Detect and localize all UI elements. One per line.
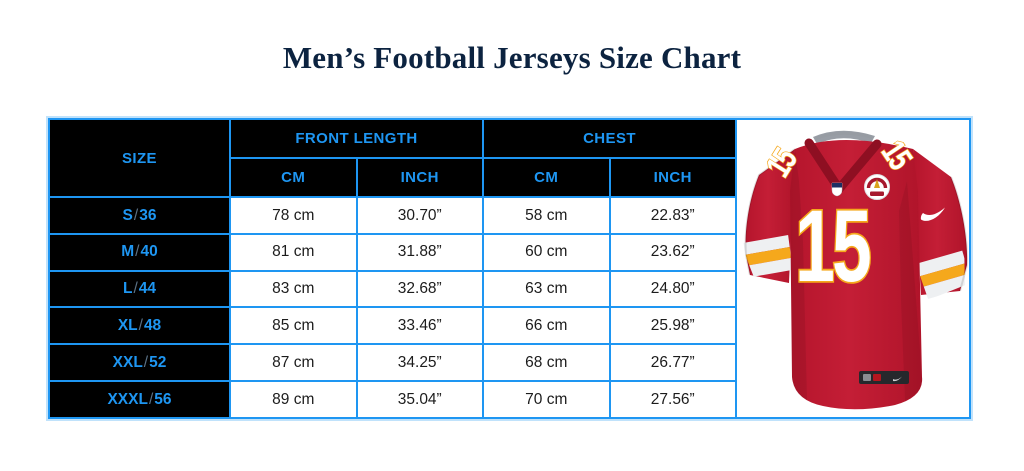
size-number: 36 (139, 206, 157, 224)
table-cell: 24.80” (610, 271, 735, 307)
size-label: S/36 (50, 198, 229, 233)
table-cell: 89 cm (231, 382, 356, 417)
jersey-illustration: 15 15 (737, 130, 969, 410)
size-number: 48 (143, 317, 162, 335)
table-cell: 30.70” (357, 198, 482, 233)
size-number: 56 (154, 390, 172, 408)
table-cell: 81 cm (231, 234, 356, 270)
table-cell: 60 cm (484, 234, 609, 270)
left-shade (790, 149, 807, 400)
size-number: 40 (140, 243, 158, 261)
table-cell: 78 cm (231, 198, 356, 233)
table-cell: 25.98” (610, 308, 735, 344)
jersey-body (790, 140, 923, 410)
size-label: XXL/52 (50, 345, 229, 381)
collar-top-tape (815, 131, 873, 140)
nfl-shield-icon (831, 182, 843, 197)
unit-header-front-inch: INCH (357, 159, 482, 196)
size-label: L/44 (50, 271, 229, 307)
size-separator: / (138, 317, 143, 335)
size-separator: / (143, 353, 149, 371)
table-cell: 87 cm (231, 345, 356, 381)
size-chart: SIZE FRONT LENGTH CHEST CM INCH CM INCH … (48, 118, 971, 419)
size-letters: L (122, 280, 133, 298)
table-cell: 85 cm (231, 308, 356, 344)
table-cell: 31.88” (357, 234, 482, 270)
super-bowl-patch-icon (864, 174, 890, 200)
size-letters: XL (117, 317, 138, 335)
size-label: M/40 (50, 234, 229, 270)
size-separator: / (135, 243, 140, 261)
chest-number: 15 (795, 188, 870, 303)
table-cell: 66 cm (484, 308, 609, 344)
nike-swoosh-icon (920, 207, 945, 221)
table-cell: 23.62” (610, 234, 735, 270)
size-number: 52 (149, 353, 167, 371)
table-cell: 35.04” (357, 382, 482, 417)
column-header-chest: CHEST (484, 120, 735, 157)
left-sleeve (737, 148, 800, 283)
table-cell: 27.56” (610, 382, 735, 417)
unit-header-chest-cm: CM (484, 159, 609, 196)
table-cell: 68 cm (484, 345, 609, 381)
column-header-size: SIZE (50, 120, 229, 196)
column-header-front-length: FRONT LENGTH (231, 120, 482, 157)
table-cell: 34.25” (357, 345, 482, 381)
table-cell: 33.46” (357, 308, 482, 344)
page-title: Men’s Football Jerseys Size Chart (282, 40, 742, 75)
size-number: 44 (138, 280, 157, 298)
table-cell: 32.68” (357, 271, 482, 307)
size-separator: / (133, 280, 138, 298)
table-cell: 83 cm (231, 271, 356, 307)
size-letters: XXL (112, 353, 143, 371)
size-chart-table: SIZE FRONT LENGTH CHEST CM INCH CM INCH … (50, 120, 735, 417)
size-label: XL/48 (50, 308, 229, 344)
table-cell: 70 cm (484, 382, 609, 417)
jersey-photo: 15 15 (735, 120, 969, 417)
jock-tag (859, 371, 909, 384)
size-separator: / (133, 206, 139, 224)
table-cell: 26.77” (610, 345, 735, 381)
table-cell: 58 cm (484, 198, 609, 233)
size-label: XXXL/56 (50, 382, 229, 417)
size-letters: XXXL (107, 390, 148, 408)
right-shade (899, 181, 923, 401)
unit-header-front-cm: CM (231, 159, 356, 196)
table-cell: 22.83” (610, 198, 735, 233)
table-cell: 63 cm (484, 271, 609, 307)
size-letters: M (121, 243, 135, 261)
size-separator: / (148, 390, 154, 408)
unit-header-chest-inch: INCH (610, 159, 735, 196)
size-letters: S (122, 206, 133, 224)
